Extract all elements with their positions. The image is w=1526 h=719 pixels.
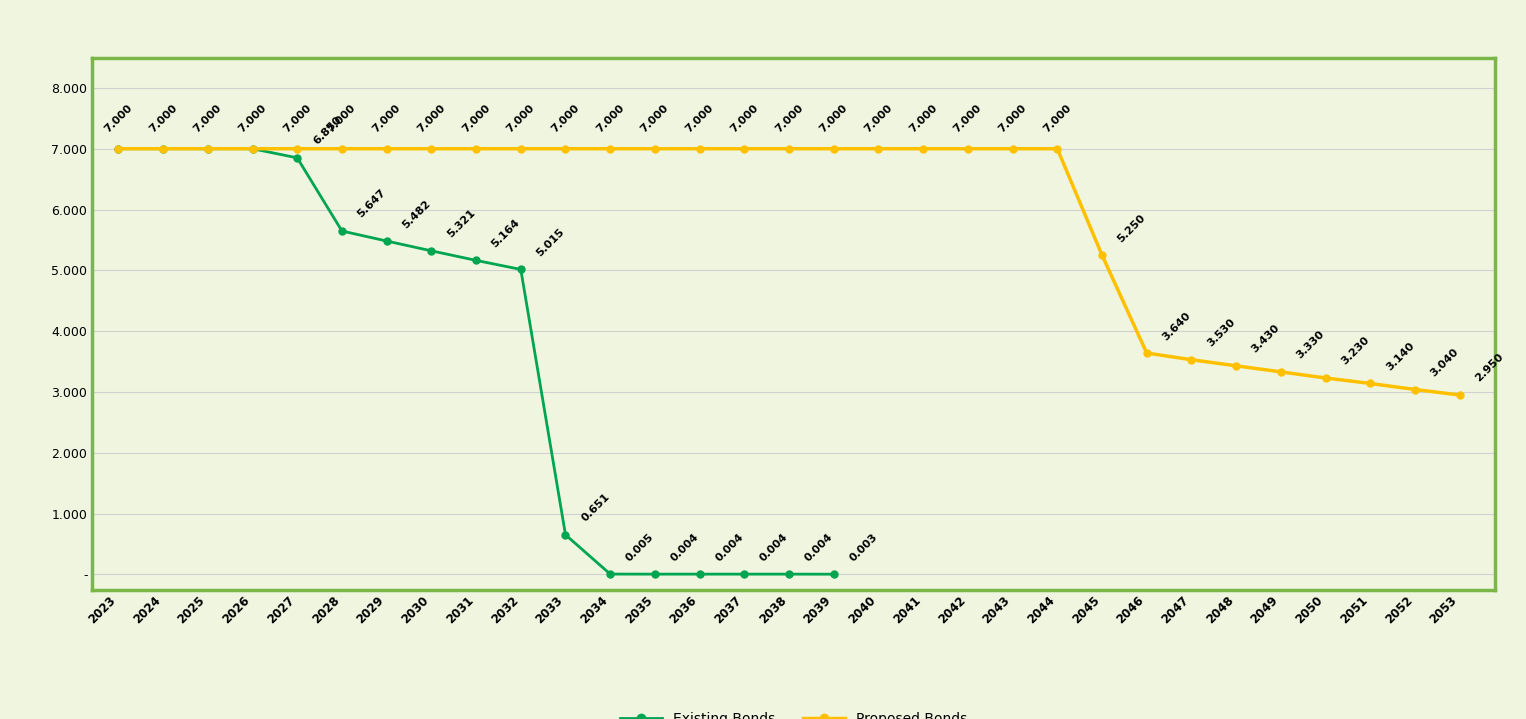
Proposed Bonds (1271, 367, 1289, 376)
Existing Bonds (288, 154, 307, 162)
Proposed Bonds (736, 145, 754, 153)
Text: 5.164: 5.164 (490, 217, 522, 249)
Text: 3.140: 3.140 (1384, 340, 1416, 372)
Text: 7.000: 7.000 (281, 103, 313, 135)
Proposed Bonds (824, 145, 842, 153)
Text: 3.640: 3.640 (1161, 310, 1193, 342)
Text: 7.000: 7.000 (684, 103, 716, 135)
Text: 5.321: 5.321 (446, 208, 478, 239)
Existing Bonds (780, 570, 798, 579)
Text: 3.040: 3.040 (1428, 347, 1460, 378)
Text: 7.000: 7.000 (415, 103, 447, 135)
Proposed Bonds (333, 145, 351, 153)
Proposed Bonds (1227, 362, 1245, 370)
Text: 2.950: 2.950 (1474, 352, 1506, 384)
Proposed Bonds (1361, 379, 1380, 388)
Text: 0.004: 0.004 (803, 531, 835, 563)
Proposed Bonds (110, 145, 128, 153)
Text: 7.000: 7.000 (1041, 103, 1073, 135)
Text: 5.250: 5.250 (1116, 212, 1148, 244)
Text: 0.005: 0.005 (624, 531, 656, 563)
Proposed Bonds (423, 145, 441, 153)
Line: Existing Bonds: Existing Bonds (114, 145, 838, 577)
Text: 7.000: 7.000 (818, 103, 850, 135)
Text: 5.647: 5.647 (356, 188, 388, 220)
Proposed Bonds (645, 145, 664, 153)
Proposed Bonds (557, 145, 575, 153)
Proposed Bonds (870, 145, 888, 153)
Text: 0.003: 0.003 (847, 531, 879, 563)
Text: 5.482: 5.482 (400, 198, 432, 230)
Proposed Bonds (1183, 355, 1201, 364)
Proposed Bonds (288, 145, 307, 153)
Proposed Bonds (154, 145, 172, 153)
Existing Bonds (601, 569, 620, 578)
Text: 7.000: 7.000 (774, 103, 804, 135)
Existing Bonds (198, 145, 217, 153)
Text: 7.000: 7.000 (862, 103, 894, 135)
Proposed Bonds (467, 145, 485, 153)
Proposed Bonds (1004, 145, 1022, 153)
Text: 7.000: 7.000 (237, 103, 269, 135)
Legend: Existing Bonds, Proposed Bonds: Existing Bonds, Proposed Bonds (615, 707, 972, 719)
Existing Bonds (645, 570, 664, 579)
Text: 3.330: 3.330 (1294, 329, 1326, 361)
Proposed Bonds (958, 145, 977, 153)
Text: 3.530: 3.530 (1206, 317, 1238, 349)
Proposed Bonds (511, 145, 530, 153)
Existing Bonds (333, 226, 351, 235)
Text: 7.000: 7.000 (505, 103, 537, 135)
Text: 0.651: 0.651 (580, 492, 612, 523)
Text: 0.004: 0.004 (758, 531, 790, 563)
Existing Bonds (557, 531, 575, 539)
Text: 0.004: 0.004 (668, 531, 700, 563)
Text: 3.430: 3.430 (1250, 323, 1282, 354)
Existing Bonds (110, 145, 128, 153)
Text: 7.000: 7.000 (996, 103, 1029, 135)
Text: 5.015: 5.015 (534, 226, 566, 258)
Text: 7.000: 7.000 (461, 103, 491, 135)
Text: 0.004: 0.004 (714, 531, 745, 563)
Text: 7.000: 7.000 (327, 103, 357, 135)
Text: 7.000: 7.000 (192, 103, 224, 135)
Proposed Bonds (198, 145, 217, 153)
Existing Bonds (690, 570, 708, 579)
Line: Proposed Bonds: Proposed Bonds (114, 145, 1463, 398)
Proposed Bonds (1137, 349, 1155, 357)
Text: 7.000: 7.000 (639, 103, 671, 135)
Proposed Bonds (1093, 251, 1111, 260)
Proposed Bonds (914, 145, 932, 153)
Proposed Bonds (243, 145, 261, 153)
Existing Bonds (154, 145, 172, 153)
Text: 7.000: 7.000 (952, 103, 984, 135)
Existing Bonds (511, 265, 530, 274)
Text: 7.000: 7.000 (728, 103, 760, 135)
Existing Bonds (467, 256, 485, 265)
Proposed Bonds (377, 145, 395, 153)
Text: 7.000: 7.000 (146, 103, 179, 135)
Text: 7.000: 7.000 (908, 103, 938, 135)
Existing Bonds (243, 145, 261, 153)
Proposed Bonds (1405, 385, 1424, 394)
Proposed Bonds (1317, 374, 1335, 383)
Existing Bonds (377, 237, 395, 245)
Existing Bonds (423, 247, 441, 255)
Proposed Bonds (780, 145, 798, 153)
Proposed Bonds (690, 145, 708, 153)
Proposed Bonds (1451, 390, 1470, 399)
Proposed Bonds (601, 145, 620, 153)
Text: 6.850: 6.850 (311, 115, 343, 147)
Text: 7.000: 7.000 (102, 103, 134, 135)
Proposed Bonds (1048, 145, 1067, 153)
Text: 7.000: 7.000 (549, 103, 581, 135)
Existing Bonds (736, 570, 754, 579)
Existing Bonds (824, 570, 842, 579)
Text: 7.000: 7.000 (594, 103, 626, 135)
Text: 3.230: 3.230 (1340, 335, 1372, 367)
Text: 7.000: 7.000 (371, 103, 403, 135)
